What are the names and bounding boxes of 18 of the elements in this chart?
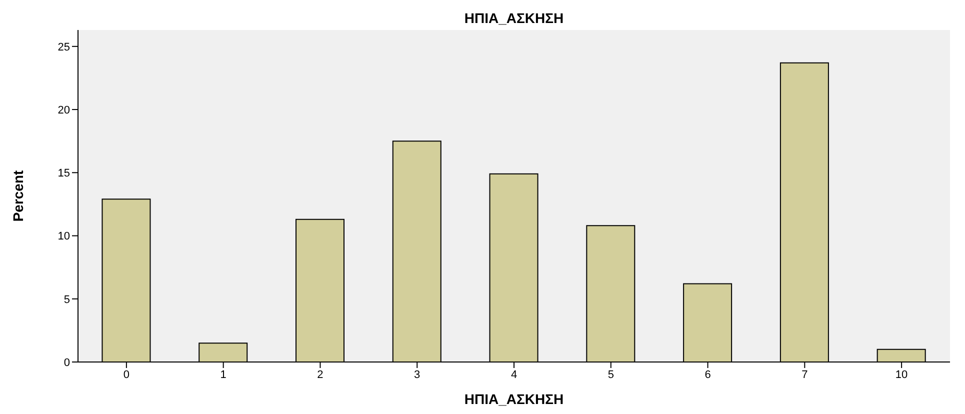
- x-tick-label: 10: [895, 368, 908, 381]
- y-tick-label: 25: [58, 41, 70, 54]
- x-axis-title: ΗΠΙΑ_ΑΣΚΗΣΗ: [464, 391, 564, 407]
- x-tick-label: 0: [123, 368, 130, 381]
- y-tick-label: 10: [58, 230, 70, 243]
- chart-title: ΗΠΙΑ_ΑΣΚΗΣΗ: [463, 10, 565, 26]
- x-tick-label: 1: [220, 368, 226, 381]
- y-tick-label: 5: [64, 294, 70, 306]
- x-tick-label: 6: [704, 368, 711, 381]
- x-tick-label: 2: [317, 368, 324, 381]
- x-tick-label: 4: [510, 368, 518, 381]
- y-tick-label: 20: [58, 104, 70, 116]
- y-tick-label: 0: [64, 356, 70, 369]
- y-tick-label: 15: [58, 168, 70, 180]
- x-tick-label: 5: [608, 368, 614, 381]
- x-tick-label: 3: [414, 368, 420, 381]
- y-axis-title: Percent: [10, 170, 26, 222]
- x-tick-label: 7: [802, 368, 808, 381]
